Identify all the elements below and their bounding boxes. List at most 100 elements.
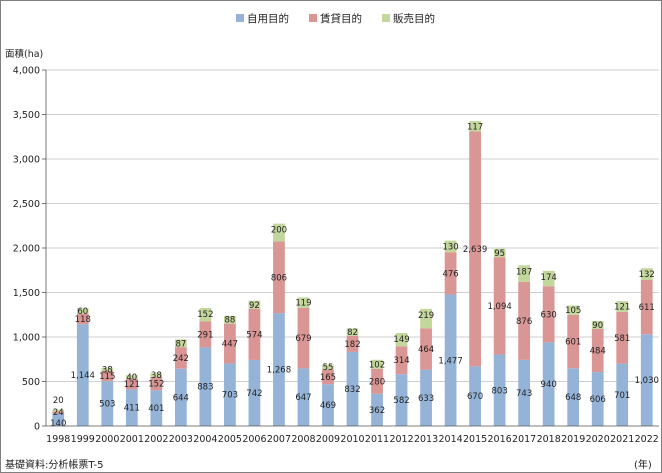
data-label: 242: [173, 354, 189, 364]
x-tick-label: 2010: [340, 434, 364, 445]
bar-segment: [493, 257, 506, 355]
bar-segment: [444, 252, 457, 295]
bar-segment: [420, 308, 432, 329]
data-label: 703: [222, 391, 238, 401]
data-label: 115: [99, 372, 115, 382]
data-label: 182: [344, 340, 360, 350]
data-label: 1,477: [438, 356, 462, 366]
bar-segment: [371, 359, 383, 369]
bar-segment: [199, 347, 212, 426]
bar-segment: [616, 363, 629, 426]
bar-segment: [199, 307, 212, 322]
data-label: 20: [53, 396, 64, 406]
data-label: 1,268: [267, 366, 291, 376]
data-label: 24: [53, 408, 64, 418]
bar-segment: [469, 121, 481, 132]
y-tick-label: 4,000: [13, 66, 40, 77]
x-tick-label: 2002: [144, 434, 168, 445]
x-axis-label: (年): [634, 458, 652, 471]
data-label: 291: [197, 330, 213, 340]
x-tick-label: 2017: [512, 434, 536, 445]
data-label: 464: [418, 345, 434, 355]
legend-swatch: [382, 14, 390, 22]
data-label: 88: [224, 316, 235, 326]
data-label: 119: [295, 299, 311, 309]
data-label: 314: [393, 356, 409, 366]
axes: 0 500 1,000 1,500 2,000 2,500 3,000 3,500 4,000 1…: [13, 66, 659, 445]
y-tick-label: 3,000: [13, 155, 40, 166]
bar-segment: [640, 268, 653, 280]
data-label: 1,144: [71, 371, 95, 381]
data-label: 503: [99, 400, 115, 410]
x-tick-label: 2008: [291, 434, 315, 445]
x-tick-label: 2004: [193, 434, 217, 445]
data-label: 362: [369, 406, 385, 416]
data-label: 38: [151, 371, 162, 381]
data-label: 121: [124, 380, 140, 390]
bar-segment: [444, 240, 457, 253]
bar-segment: [101, 381, 114, 426]
bar-segment: [224, 363, 236, 426]
bar-segment: [444, 294, 457, 426]
x-tick-label: 2016: [488, 434, 512, 445]
x-tick-label: 2020: [586, 434, 610, 445]
bar-segment: [493, 354, 506, 426]
x-tick-label: 2014: [438, 434, 462, 445]
bar-segment: [322, 369, 334, 385]
data-label: 803: [492, 386, 508, 396]
data-label: 611: [639, 303, 655, 313]
source-note: 基礎資料:分析帳票T-5: [5, 458, 104, 471]
y-tick-label: 1,000: [13, 333, 40, 344]
legend-swatch: [309, 14, 317, 22]
data-label: 601: [565, 338, 581, 348]
gridlines: [46, 69, 659, 382]
data-label: 476: [442, 269, 458, 279]
bar-segment: [248, 359, 261, 426]
legend-label: 販売目的: [393, 12, 435, 25]
data-label: 670: [467, 392, 483, 402]
data-label: 582: [393, 396, 409, 406]
data-label: 130: [442, 242, 458, 252]
bar-segment: [174, 347, 187, 369]
data-label: 140: [50, 419, 66, 429]
bar-segment: [346, 351, 359, 426]
y-tick-label: 1,500: [13, 288, 40, 299]
data-label: 152: [197, 310, 213, 320]
data-label: 60: [77, 307, 88, 317]
bar-segment: [125, 375, 138, 379]
bar-segment: [591, 320, 604, 329]
data-label: 1,094: [487, 302, 511, 312]
bars: [52, 121, 653, 426]
data-label: 132: [639, 270, 655, 280]
data-label: 401: [148, 404, 164, 414]
bar-segment: [52, 413, 65, 426]
bar-segment: [224, 315, 236, 324]
x-tick-label: 2007: [267, 434, 291, 445]
x-tick-label: 2006: [242, 434, 266, 445]
data-label: 165: [320, 373, 336, 383]
x-tick-label: 2015: [463, 434, 487, 445]
bar-segment: [224, 323, 236, 364]
bar-segment: [297, 368, 310, 426]
data-label: 648: [565, 393, 581, 403]
data-label: 701: [614, 391, 630, 401]
bar-segment: [518, 359, 531, 426]
bar-segment: [567, 305, 580, 315]
data-label: 574: [246, 330, 262, 340]
data-label: 484: [590, 347, 606, 357]
y-tick-label: 2,500: [13, 199, 40, 210]
data-labels: 14024201,1441186050311538411121404011523…: [50, 122, 659, 429]
bar-segment: [174, 339, 187, 348]
data-label: 102: [369, 360, 385, 370]
data-label: 149: [393, 335, 409, 345]
bar-segment: [493, 248, 506, 258]
bar-segment: [76, 313, 89, 325]
bar-segment: [567, 368, 580, 426]
bar-segment: [395, 346, 408, 375]
bar-segment: [346, 328, 359, 336]
data-label: 118: [75, 315, 91, 325]
bar-segment: [52, 411, 65, 414]
bar-segment: [469, 131, 481, 367]
bar-segment: [125, 389, 138, 426]
bar-segment: [371, 368, 383, 394]
